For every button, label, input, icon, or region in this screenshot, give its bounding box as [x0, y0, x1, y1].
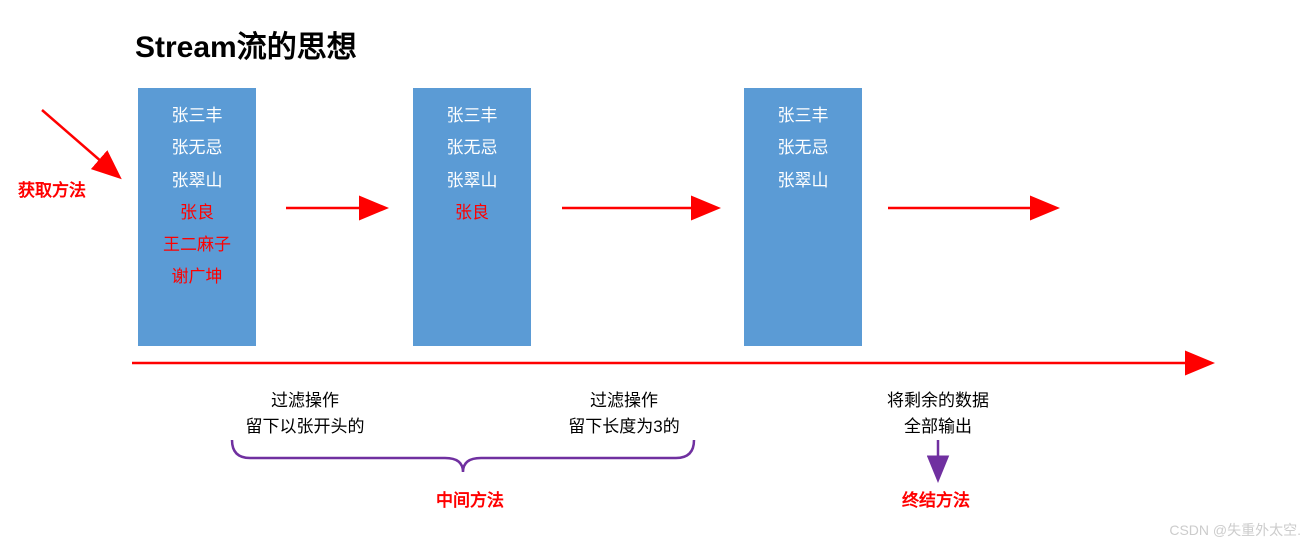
curly-brace — [232, 440, 694, 472]
watermark: CSDN @失重外太空. — [1169, 520, 1301, 540]
arrows-layer — [0, 0, 1309, 544]
arrow-diagonal — [42, 110, 118, 176]
